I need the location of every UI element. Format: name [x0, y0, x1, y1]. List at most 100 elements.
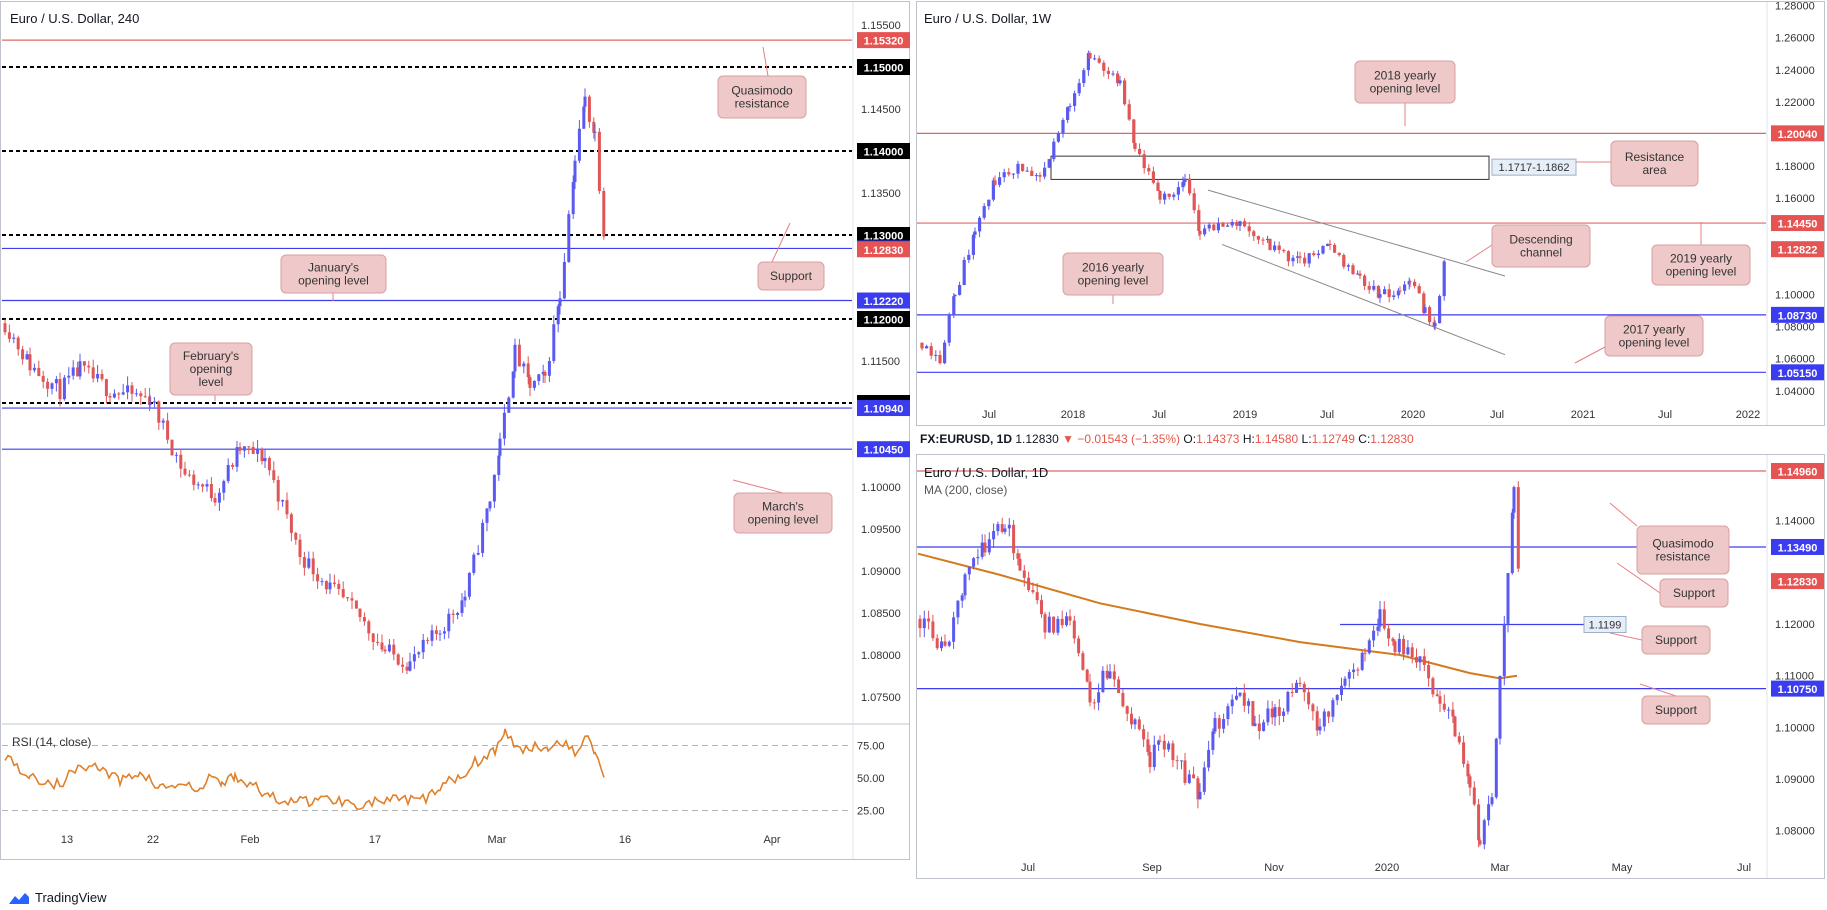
- weekly-candle-32: [1056, 133, 1060, 142]
- daily-candle-94: [1295, 682, 1298, 693]
- daily-candle-3: [931, 621, 935, 639]
- daily-candle-68: [1192, 774, 1196, 779]
- weekly-candle-31: [1052, 141, 1056, 160]
- weekly-candle-102: [1351, 265, 1355, 275]
- weekly-price-tick-4: 1.18000: [1775, 161, 1815, 173]
- weekly-candle-59: [1167, 193, 1171, 197]
- h4-candle-27: [117, 393, 121, 395]
- h4-candle-90: [383, 649, 387, 652]
- weekly-time-tick-5: 2020: [1401, 409, 1425, 421]
- daily-candle-139: [1472, 787, 1476, 805]
- weekly-candle-77: [1243, 221, 1247, 227]
- resistance-zone-box: [1050, 155, 1490, 180]
- weekly-candle-39: [1086, 53, 1090, 71]
- weekly-candle-115: [1403, 284, 1407, 291]
- daily-candle-79: [1235, 695, 1238, 700]
- daily-candle-96: [1302, 683, 1306, 693]
- symbol-name: FX:EURUSD, 1D: [920, 432, 1013, 446]
- weekly-candle-103: [1356, 273, 1360, 275]
- daily-candle-123: [1410, 647, 1414, 657]
- weekly-candle-65: [1192, 193, 1196, 211]
- h4-candle-58: [247, 446, 251, 448]
- daily-candle-46: [1105, 670, 1109, 679]
- daily-candle-89: [1273, 707, 1277, 718]
- weekly-candle-47: [1118, 80, 1122, 84]
- left-badge-label-9: 1.10940: [864, 404, 904, 416]
- daily-candle-88: [1270, 708, 1274, 718]
- left-price-tick-7: 1.08500: [861, 608, 901, 620]
- weekly-price-tick-5: 1.16000: [1775, 193, 1815, 205]
- weekly-candle-33: [1061, 119, 1065, 134]
- h4-candle-81: [346, 597, 350, 599]
- h4-candle-63: [267, 458, 271, 471]
- daily-candle-81: [1242, 692, 1246, 706]
- weekly-candle-40: [1088, 53, 1092, 59]
- daily-candle-146: [1498, 676, 1502, 739]
- weekly-candle-92: [1307, 253, 1311, 264]
- left-time-tick-2: Feb: [241, 834, 260, 846]
- h4-candle-5: [25, 354, 29, 360]
- weekly-candle-83: [1268, 238, 1272, 251]
- callout-descending-channel-box: [1491, 224, 1591, 268]
- h4-candle-21: [91, 367, 95, 379]
- weekly-time-tick-0: Jul: [982, 409, 996, 421]
- daily-candle-29: [1035, 592, 1039, 601]
- left-price-tick-8: 1.08000: [861, 650, 901, 662]
- weekly-candle-16: [987, 199, 991, 207]
- callout-2016-level: 2016 yearly opening level: [1062, 252, 1164, 304]
- daily-candle-114: [1376, 626, 1380, 631]
- callout-2016-level-box: [1062, 252, 1164, 296]
- h4-candle-64: [272, 470, 276, 480]
- daily-candle-47: [1108, 671, 1112, 679]
- left-price-tick-5: 1.09500: [861, 524, 901, 536]
- weekly-candle-113: [1396, 290, 1400, 296]
- callout-2019-level: 2019 yearly opening level: [1651, 222, 1751, 286]
- weekly-candle-80: [1256, 236, 1260, 240]
- weekly-time-tick-2: Jul: [1152, 409, 1166, 421]
- daily-candle-39: [1077, 638, 1081, 654]
- weekly-candle-18: [993, 180, 997, 185]
- h4-candle-16: [71, 367, 75, 376]
- weekly-price-tick-2: 1.24000: [1775, 65, 1815, 77]
- high-value: 1.14580: [1254, 432, 1299, 446]
- daily-candle-55: [1142, 729, 1146, 740]
- h4-candle-47: [201, 484, 205, 487]
- daily-candle-71: [1202, 767, 1206, 792]
- weekly-candle-93: [1312, 253, 1316, 256]
- h4-candle-41: [174, 454, 178, 456]
- left-badge-label-1: 1.15000: [864, 63, 904, 75]
- open-label: O:: [1183, 432, 1197, 446]
- h4-candle-26: [112, 393, 116, 398]
- daily-candle-101: [1322, 711, 1326, 727]
- daily-candle-117: [1387, 628, 1391, 639]
- callout-resistance-area: Resistance area: [1576, 140, 1699, 187]
- left-time-tick-4: Mar: [488, 834, 507, 846]
- channel-lower-line: [1221, 243, 1506, 356]
- weekly-candle-51: [1133, 142, 1137, 149]
- daily-candle-110: [1360, 652, 1364, 670]
- weekly-candle-116: [1407, 280, 1411, 285]
- weekly-badge-0: [1771, 125, 1824, 142]
- weekly-candle-79: [1252, 231, 1256, 237]
- h4-candle-137: [571, 182, 575, 215]
- h4-candle-104: [442, 631, 446, 634]
- tradingview-logo[interactable]: TradingView: [8, 890, 107, 905]
- weekly-candle-7: [952, 296, 956, 316]
- daily-candle-36: [1065, 616, 1068, 626]
- callout-january-level-box: [280, 254, 387, 294]
- daily-candle-98: [1311, 704, 1315, 712]
- h4-candle-94: [401, 664, 405, 667]
- daily-candle-112: [1367, 640, 1371, 654]
- weekly-candle-10: [962, 259, 966, 286]
- weekly-price-tick-0: 1.28000: [1775, 1, 1815, 13]
- weekly-candle-56: [1156, 182, 1160, 191]
- daily-candle-26: [1022, 570, 1026, 578]
- weekly-candle-12: [971, 234, 975, 255]
- h4-candle-119: [502, 412, 506, 439]
- h4-candle-72: [307, 558, 311, 568]
- callout-2017-level: 2017 yearly opening level: [1574, 315, 1704, 364]
- callout-february-level-text: February's opening level: [183, 349, 239, 389]
- callout-2018-level: 2018 yearly opening level: [1354, 60, 1456, 126]
- left-time-tick-5: 16: [619, 834, 631, 846]
